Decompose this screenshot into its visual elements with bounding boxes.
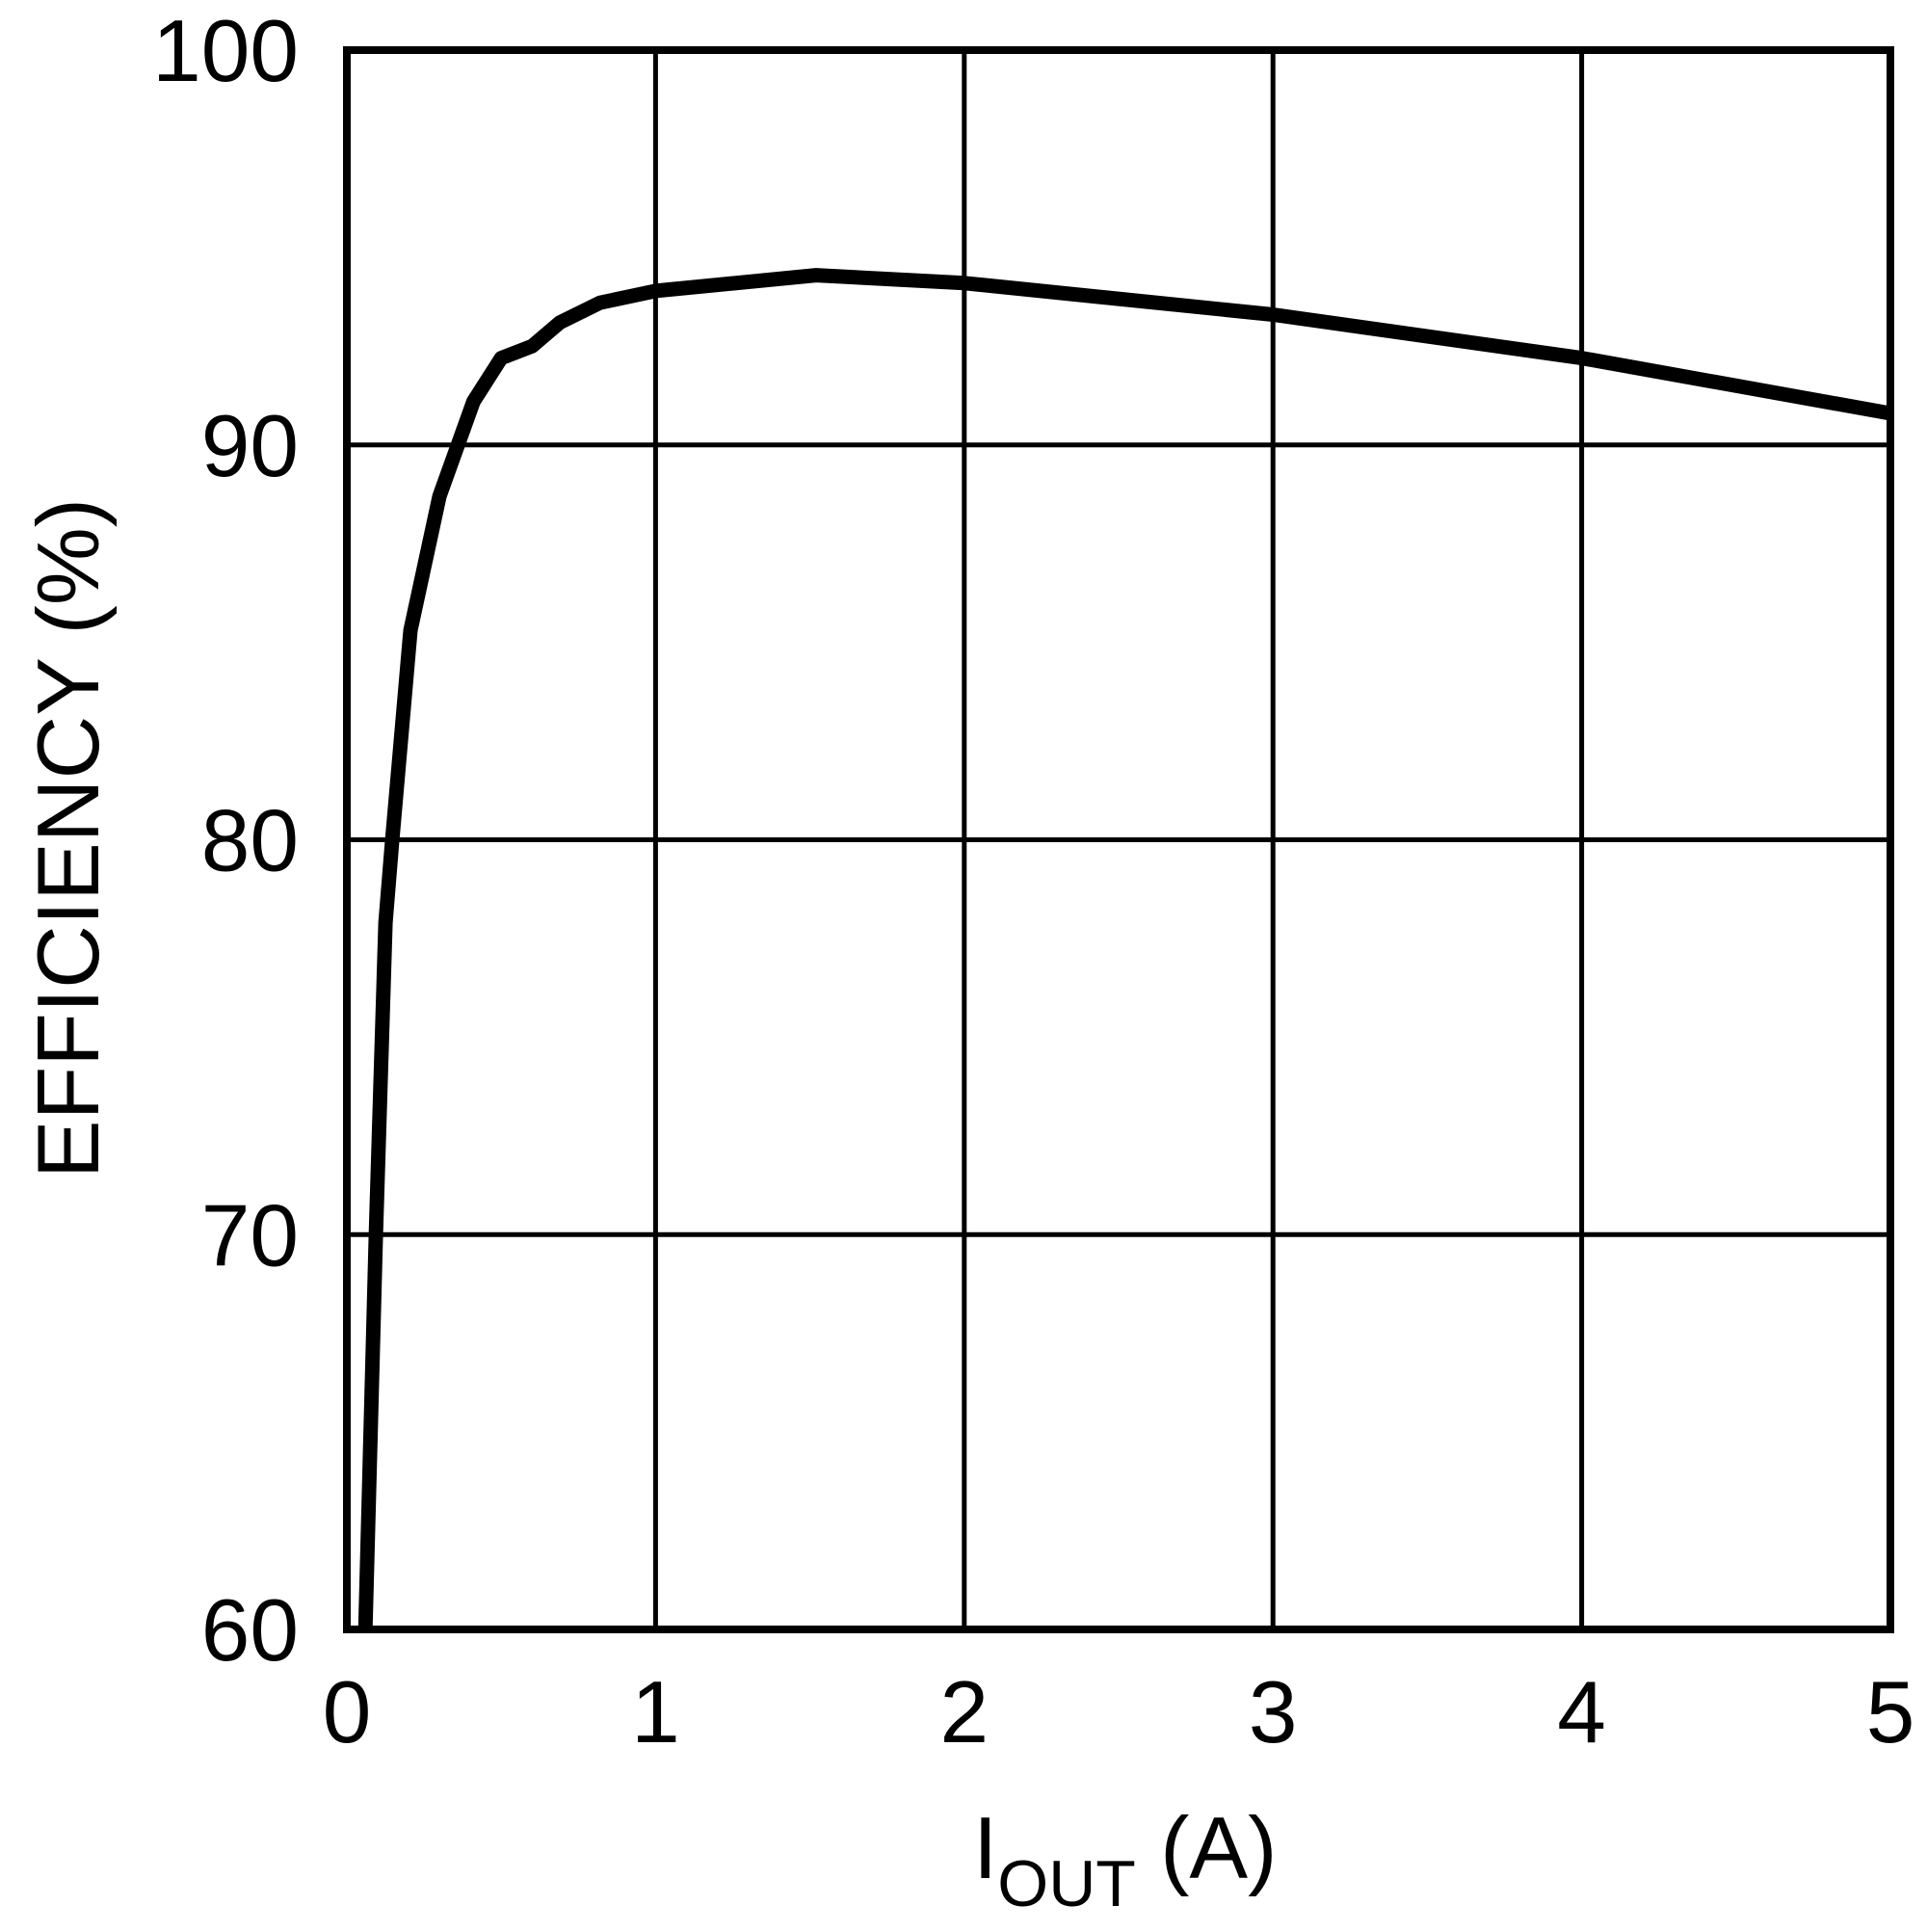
- x-axis-tick-labels: 0 1 2 3 4 5: [323, 1664, 1915, 1761]
- y-tick-label: 70: [201, 1187, 299, 1284]
- x-tick-label: 4: [1557, 1664, 1606, 1761]
- x-tick-label: 1: [631, 1664, 680, 1761]
- x-axis-title: IOUT (A): [973, 1800, 1277, 1920]
- plot-frame: [343, 46, 1894, 1633]
- x-tick-label: 5: [1866, 1664, 1915, 1761]
- y-tick-label: 100: [152, 3, 299, 100]
- x-tick-label: 2: [939, 1664, 989, 1761]
- x-axis-title-main: I: [973, 1800, 997, 1897]
- efficiency-curve: [357, 268, 1892, 1630]
- x-tick-label: 0: [323, 1664, 372, 1761]
- x-tick-label: 3: [1249, 1664, 1298, 1761]
- x-axis-title-subscript: OUT: [997, 1847, 1136, 1920]
- y-tick-label: 80: [201, 793, 299, 890]
- y-axis-title: EFFICIENCY (%): [20, 498, 118, 1178]
- y-axis-tick-labels: 60 70 80 90 100: [152, 3, 299, 1680]
- grid-lines: [344, 47, 1893, 1632]
- y-tick-label: 60: [201, 1582, 299, 1680]
- y-tick-label: 90: [201, 398, 299, 495]
- x-axis-title-suffix: (A): [1136, 1800, 1278, 1897]
